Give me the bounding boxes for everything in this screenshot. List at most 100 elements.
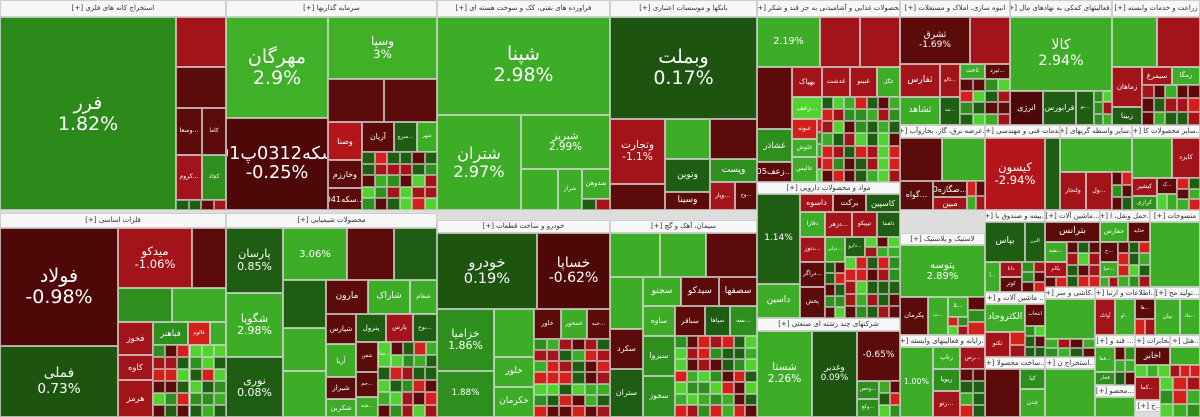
stock-tile-small[interactable]: [1089, 275, 1100, 287]
stock-tile-small[interactable]: [213, 369, 226, 381]
stock-tile[interactable]: ...وپار: [710, 182, 735, 210]
stock-tile-small[interactable]: [675, 336, 687, 348]
stock-tile-small[interactable]: [413, 367, 426, 380]
stock-tile-small[interactable]: [1177, 178, 1189, 189]
stock-tile-small[interactable]: [835, 306, 845, 318]
stock-tile-small[interactable]: [733, 347, 746, 360]
stock-tile-small[interactable]: [1103, 91, 1112, 103]
stock-tile-small[interactable]: [189, 405, 202, 417]
stock-tile-small[interactable]: [362, 186, 375, 199]
stock-tile[interactable]: [1060, 138, 1132, 172]
stock-tile-small[interactable]: [188, 200, 201, 210]
stock-tile-small[interactable]: [572, 339, 585, 351]
stock-tile-small[interactable]: [374, 163, 387, 176]
stock-tile-small[interactable]: [425, 367, 437, 380]
stock-tile[interactable]: [328, 79, 384, 122]
stock-tile-small[interactable]: [177, 345, 190, 357]
stock-tile-small[interactable]: [189, 357, 202, 369]
sector-header[interactable]: محصولات غذایی و آشامیدنی به جز قند و شکر…: [757, 0, 900, 17]
stock-tile-small[interactable]: [844, 121, 856, 134]
stock-tile-small[interactable]: [876, 237, 889, 247]
stock-tile-small[interactable]: [1188, 178, 1200, 189]
stock-tile-small[interactable]: [1176, 111, 1189, 125]
stock-tile[interactable]: داسین: [757, 284, 800, 318]
stock-tile[interactable]: ثشرق -1.69%: [900, 17, 970, 64]
stock-tile-small[interactable]: [165, 393, 178, 405]
stock-tile-small[interactable]: [997, 79, 1010, 91]
stock-tile-small[interactable]: [844, 157, 856, 170]
stock-tile-small[interactable]: [888, 121, 900, 134]
stock-tile-small[interactable]: [1167, 194, 1177, 210]
stock-tile[interactable]: فالوم: [188, 322, 210, 345]
stock-tile[interactable]: ...شا: [378, 342, 391, 367]
stock-tile-small[interactable]: [201, 381, 214, 393]
stock-tile-small[interactable]: [972, 90, 985, 102]
stock-tile-small[interactable]: [1186, 390, 1200, 404]
stock-tile-small[interactable]: [153, 393, 166, 405]
stock-tile-small[interactable]: [822, 109, 834, 122]
stock-tile[interactable]: پارس: [386, 314, 413, 342]
stock-tile[interactable]: ...ثبه: [940, 97, 960, 125]
stock-tile-small[interactable]: [584, 372, 598, 384]
stock-tile-small[interactable]: [1035, 336, 1045, 347]
stock-tile-small[interactable]: [424, 152, 437, 164]
stock-tile-small[interactable]: [876, 247, 889, 257]
stock-tile[interactable]: پترول: [356, 314, 386, 342]
stock-tile-small[interactable]: [958, 326, 968, 335]
stock-tile[interactable]: سکرد: [610, 329, 643, 369]
stock-tile-small[interactable]: [584, 361, 598, 373]
stock-tile-small[interactable]: [960, 393, 973, 405]
stock-tile[interactable]: ثاخت: [960, 64, 985, 79]
sector-header[interactable]: ...ماشین آلات [+]: [1045, 210, 1100, 222]
stock-tile-small[interactable]: [733, 393, 746, 406]
sector-header[interactable]: زراعت و خدمات وابسته [+]: [1112, 0, 1200, 17]
stock-tile-small[interactable]: [1115, 359, 1125, 373]
stock-tile-small[interactable]: [584, 339, 598, 351]
stock-tile[interactable]: آوانک: [1095, 299, 1115, 335]
stock-tile-small[interactable]: [213, 200, 226, 210]
stock-tile[interactable]: ...کروم: [176, 155, 202, 200]
sector-header[interactable]: ...سایر واسطه گریهای [+]: [1060, 125, 1132, 138]
stock-tile-small[interactable]: [675, 347, 687, 360]
stock-tile-small[interactable]: [675, 370, 687, 383]
stock-tile-small[interactable]: [1033, 282, 1045, 292]
stock-tile-small[interactable]: [213, 381, 226, 393]
stock-tile-small[interactable]: [389, 404, 402, 417]
stock-tile-small[interactable]: [877, 157, 889, 170]
stock-tile-small[interactable]: [888, 237, 900, 247]
stock-tile-small[interactable]: [1153, 98, 1166, 112]
stock-tile-small[interactable]: [877, 133, 889, 146]
stock-tile-small[interactable]: [391, 342, 403, 355]
stock-tile-small[interactable]: [1170, 365, 1180, 377]
stock-tile-small[interactable]: [968, 309, 985, 323]
sector-header[interactable]: ... قند و [+]: [1095, 335, 1135, 347]
stock-tile-small[interactable]: [855, 109, 867, 122]
stock-tile-small[interactable]: [412, 186, 425, 199]
stock-tile-small[interactable]: [1128, 253, 1140, 265]
stock-tile-small[interactable]: [176, 200, 189, 210]
stock-tile-small[interactable]: [559, 361, 572, 373]
stock-tile[interactable]: سباقر: [675, 306, 705, 336]
stock-tile[interactable]: [1045, 299, 1095, 339]
stock-tile-small[interactable]: [177, 381, 190, 393]
stock-tile-small[interactable]: [425, 404, 437, 417]
stock-tile-small[interactable]: [1165, 98, 1177, 112]
stock-tile[interactable]: تیپیکو: [852, 212, 877, 237]
stock-tile[interactable]: ...او: [1115, 299, 1135, 335]
stock-tile-small[interactable]: [1067, 242, 1078, 254]
stock-tile[interactable]: سخوز: [643, 376, 675, 417]
stock-tile-small[interactable]: [1180, 365, 1190, 377]
stock-tile[interactable]: کالا 2.94%: [1010, 17, 1112, 91]
stock-tile-small[interactable]: [1176, 85, 1189, 99]
stock-tile-small[interactable]: [213, 393, 226, 405]
stock-tile-small[interactable]: [833, 133, 845, 146]
stock-tile-small[interactable]: [835, 295, 845, 307]
stock-tile[interactable]: ولتجار: [1060, 172, 1086, 210]
stock-tile-small[interactable]: [1142, 85, 1154, 99]
stock-tile-small[interactable]: [1094, 102, 1103, 114]
stock-tile[interactable]: [283, 328, 326, 371]
stock-tile-small[interactable]: [412, 163, 425, 176]
stock-tile[interactable]: پکرمان: [900, 297, 928, 335]
stock-tile-small[interactable]: [424, 186, 437, 199]
stock-tile[interactable]: ...کما: [1135, 377, 1160, 400]
